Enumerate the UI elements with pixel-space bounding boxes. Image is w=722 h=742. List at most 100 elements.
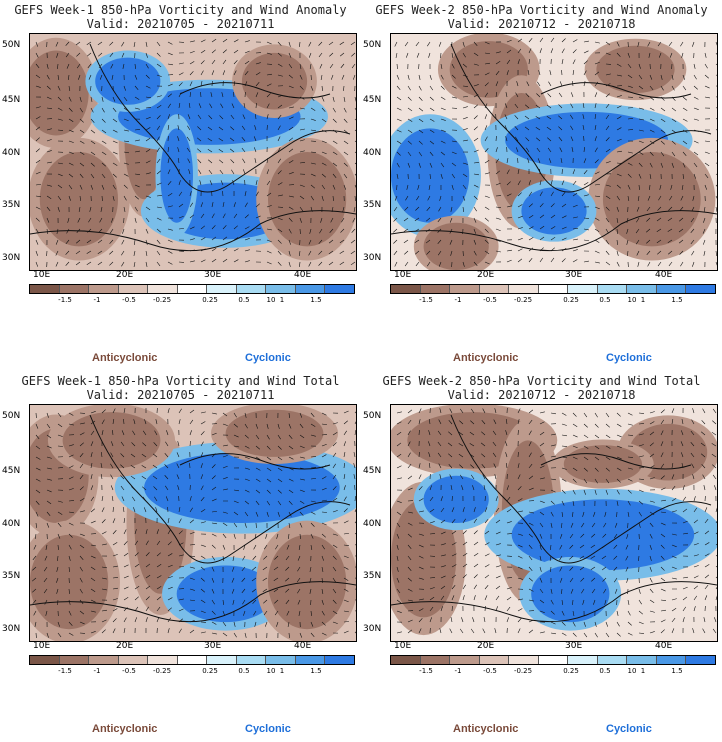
wind-vector bbox=[484, 518, 489, 524]
wind-vector bbox=[178, 408, 182, 414]
wind-vector bbox=[343, 430, 347, 436]
wind-vector bbox=[638, 96, 644, 100]
wind-vector bbox=[189, 507, 193, 513]
lon-label: 40E bbox=[655, 270, 673, 280]
wind-vector bbox=[310, 85, 314, 91]
wind-vector bbox=[407, 588, 413, 592]
wind-vector bbox=[493, 463, 497, 469]
wind-vector bbox=[495, 51, 501, 54]
wind-vector bbox=[396, 431, 402, 436]
wind-vector bbox=[354, 118, 356, 121]
wind-vector bbox=[470, 420, 475, 425]
wind-vector bbox=[569, 114, 574, 120]
wind-vector bbox=[638, 610, 644, 615]
wind-vector bbox=[354, 430, 356, 436]
wind-vector bbox=[539, 610, 545, 613]
wind-vector bbox=[572, 39, 578, 43]
wind-vector bbox=[188, 169, 191, 175]
wind-vector bbox=[211, 621, 217, 625]
wind-vector bbox=[207, 138, 213, 142]
wind-vector bbox=[110, 452, 114, 458]
wind-vector bbox=[352, 74, 356, 80]
wind-vector bbox=[354, 533, 356, 535]
wind-vector bbox=[318, 41, 323, 46]
wind-vector bbox=[428, 430, 431, 436]
panel-title: GEFS Week-1 850-hPa Vorticity and Wind T… bbox=[21, 374, 340, 402]
wind-vector bbox=[79, 599, 84, 605]
lat-label: 35N bbox=[363, 200, 382, 210]
wind-vector bbox=[691, 250, 695, 256]
wind-vector bbox=[266, 239, 272, 243]
wind-vector bbox=[616, 52, 621, 57]
wind-vector bbox=[414, 239, 420, 243]
wind-vector bbox=[189, 40, 195, 43]
wind-vector bbox=[299, 107, 305, 110]
wind-vector bbox=[616, 478, 621, 483]
wind-vector bbox=[121, 250, 125, 256]
wind-vector bbox=[134, 129, 140, 131]
wind-vector bbox=[451, 530, 457, 535]
coastline bbox=[30, 43, 356, 252]
wind-vector bbox=[75, 239, 81, 244]
colorbar-segment bbox=[295, 285, 326, 293]
wind-vector bbox=[288, 206, 294, 210]
wind-vector bbox=[461, 617, 464, 623]
wind-vector bbox=[99, 74, 103, 80]
wind-vector bbox=[473, 261, 478, 266]
wind-vector bbox=[343, 555, 349, 559]
wind-vector bbox=[473, 115, 478, 120]
wind-vector bbox=[462, 584, 466, 590]
wind-vector bbox=[65, 250, 70, 255]
wind-vector bbox=[167, 564, 173, 568]
wind-vector bbox=[57, 107, 63, 111]
wind-vector bbox=[458, 431, 464, 436]
wind-vector bbox=[222, 59, 227, 65]
wind-vector bbox=[679, 250, 684, 255]
wind-vector bbox=[693, 85, 698, 90]
wind-vector bbox=[76, 52, 81, 57]
wind-vector bbox=[35, 206, 41, 210]
wind-vector bbox=[550, 180, 553, 186]
wind-vector bbox=[668, 206, 673, 211]
wind-vector bbox=[79, 533, 85, 536]
wind-vector bbox=[671, 151, 676, 157]
lon-label: 20E bbox=[477, 641, 495, 651]
wind-vector bbox=[189, 430, 192, 436]
wind-vector bbox=[332, 432, 338, 436]
wind-vector bbox=[242, 599, 246, 605]
colorbar-segment bbox=[597, 285, 628, 293]
wind-vector bbox=[690, 239, 695, 245]
wind-vector bbox=[255, 92, 259, 98]
wind-vector bbox=[332, 474, 337, 480]
colorbar-tick: -1.5 bbox=[419, 296, 433, 304]
wind-vector bbox=[583, 70, 587, 76]
wind-vector bbox=[211, 632, 217, 635]
wind-vector bbox=[649, 544, 652, 550]
wind-vector bbox=[176, 452, 180, 458]
wind-vector bbox=[473, 507, 476, 513]
wind-vector bbox=[679, 217, 684, 222]
cyclonic-core bbox=[531, 565, 610, 623]
wind-vector bbox=[407, 129, 413, 134]
colorbar-tick: -1.5 bbox=[58, 667, 72, 675]
wind-vector bbox=[668, 41, 673, 47]
wind-vector bbox=[691, 463, 695, 469]
wind-vector bbox=[46, 74, 50, 80]
wind-vector bbox=[594, 489, 597, 495]
wind-vector bbox=[394, 261, 398, 267]
wind-vector bbox=[671, 96, 676, 101]
wind-vector bbox=[682, 173, 684, 179]
wind-vector bbox=[657, 206, 662, 211]
wind-vector bbox=[591, 522, 596, 528]
wind-vector bbox=[627, 195, 630, 201]
wind-vector bbox=[627, 456, 634, 458]
wind-vector bbox=[440, 52, 442, 59]
wind-vector bbox=[638, 599, 642, 605]
wind-vector bbox=[715, 52, 717, 55]
wind-vector bbox=[343, 577, 349, 581]
wind-vector bbox=[200, 91, 202, 98]
colorbar-tick: -0.5 bbox=[122, 667, 136, 675]
wind-vector bbox=[396, 631, 402, 634]
wind-vector bbox=[517, 498, 523, 502]
wind-vector bbox=[44, 555, 48, 561]
